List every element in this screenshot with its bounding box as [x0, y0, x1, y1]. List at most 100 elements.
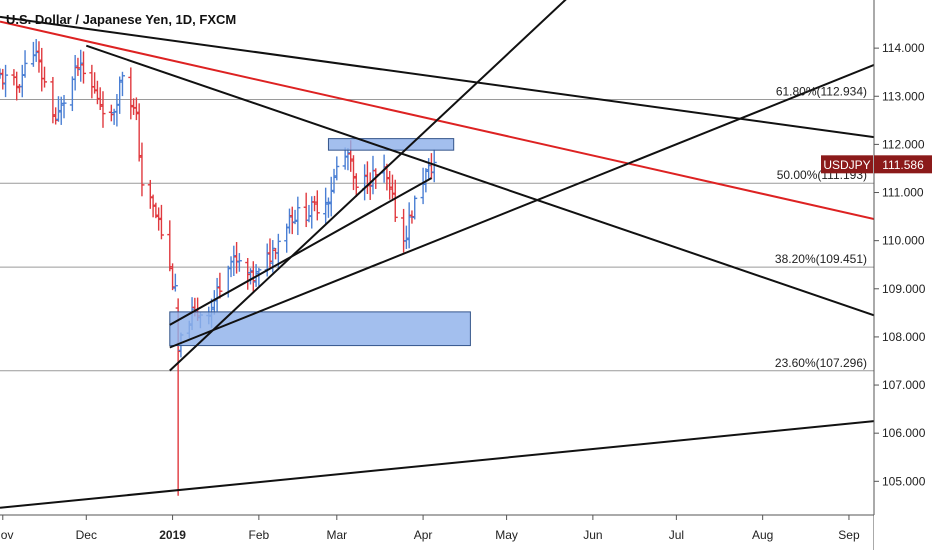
time-tick-label: Feb: [249, 528, 270, 542]
ohlc-bar: [267, 238, 273, 268]
zones: [169, 138, 471, 347]
ohlc-bar: [75, 57, 81, 76]
time-tick-label: Apr: [414, 528, 433, 542]
ohlc-bar: [364, 161, 370, 194]
ohlc-bar: [158, 204, 164, 240]
ohlc-bar: [295, 196, 301, 236]
trendline: [85, 44, 874, 317]
ohlc-bar: [133, 97, 139, 121]
ohlc-bar: [403, 225, 409, 249]
ohlc-bar: [114, 94, 120, 127]
ohlc-bar: [401, 208, 407, 253]
ohlc-bar: [42, 66, 48, 88]
time-tick-label: Jul: [669, 528, 684, 542]
last-price-label: 111.586: [882, 158, 924, 172]
ohlc-bar: [61, 95, 67, 119]
ohlc-bar: [256, 267, 262, 286]
chart-title: U.S. Dollar / Japanese Yen, 1D, FXCM: [6, 12, 236, 27]
ohlc-bar: [50, 76, 56, 124]
price-tick-label: 113.000: [882, 89, 925, 103]
ohlc-bar: [314, 190, 320, 221]
price-tick-label: 107.000: [882, 378, 926, 392]
ohlc-bar: [150, 194, 156, 218]
ohlc-bar: [323, 187, 329, 224]
ohlc-bar: [412, 195, 418, 220]
time-tick-label: Dec: [76, 528, 97, 542]
ohlc-bar: [100, 91, 106, 128]
fib-level-label: 38.20%(109.451): [775, 252, 867, 266]
ohlc-bar: [217, 272, 223, 299]
ohlc-bar: [392, 179, 398, 222]
price-tick-label: 114.000: [882, 41, 925, 55]
ohlc-bar: [81, 51, 87, 84]
ohlc-bar: [94, 80, 100, 105]
fib-level-label: 23.60%(107.296): [775, 356, 867, 370]
price-tick-label: 112.000: [882, 137, 925, 151]
ohlc-bar: [345, 148, 351, 171]
ohlc-bar: [89, 64, 95, 99]
ohlc-bar: [342, 147, 348, 170]
ohlc-bar: [211, 290, 217, 315]
fibonacci-labels: 61.80%(112.934)50.00%(111.193)38.20%(109…: [775, 84, 867, 369]
ohlc-bar: [53, 107, 59, 125]
price-tick-label: 105.000: [882, 474, 926, 488]
time-axis[interactable]: Nov Dec 2019 Feb Mar Apr May Jun Jul Aug Sep: [0, 515, 860, 542]
price-tick-label: 108.000: [882, 330, 926, 344]
ohlc-bar: [170, 263, 176, 291]
trendlines: [0, 0, 874, 509]
ohlc-bar: [289, 206, 295, 235]
time-tick-label: Mar: [326, 528, 347, 542]
ohlc-bar: [236, 253, 242, 272]
ohlc-bar: [108, 104, 114, 122]
ohlc-bar: [39, 47, 45, 92]
ohlc-bar: [362, 164, 368, 201]
zone-rect: [169, 311, 471, 347]
ohlc-bar: [334, 156, 340, 181]
ohlc-bar: [406, 202, 412, 249]
time-tick-label: Sep: [838, 528, 860, 542]
ohlc-bar: [97, 87, 103, 111]
ohlc-bar: [409, 210, 415, 224]
ohlc-bar: [370, 155, 376, 195]
price-tick-label: 111.000: [882, 186, 924, 200]
price-axis[interactable]: 105.000 106.000 107.000 108.000 109.000 110.0…: [874, 41, 926, 488]
ohlc-bar: [420, 167, 426, 205]
ohlc-bar: [19, 64, 25, 98]
ohlc-bar: [111, 108, 117, 125]
ohlc-bar: [78, 49, 84, 82]
time-tick-label: Jun: [583, 528, 602, 542]
ohlc-bar: [309, 196, 315, 229]
ohlc-bar: [0, 68, 3, 79]
trendline: [169, 64, 874, 349]
ohlc-bar: [136, 103, 142, 162]
price-tick-label: 109.000: [882, 282, 926, 296]
ohlc-bar: [172, 273, 178, 292]
time-tick-label: May: [495, 528, 518, 542]
ohlc-bar: [248, 268, 254, 285]
ohlc-bar: [147, 179, 153, 209]
axis-corner: [874, 515, 932, 550]
ohlc-bar: [167, 220, 173, 272]
ohlc-bar: [234, 242, 240, 274]
ohlc-bar: [387, 170, 393, 200]
ohlc-bar: [36, 41, 42, 73]
ohlc-bar: [0, 68, 6, 90]
ohlc-bar: [69, 76, 75, 112]
ohlc-bar: [128, 67, 134, 120]
ohlc-bar: [22, 50, 28, 78]
ohlc-bar: [156, 207, 162, 231]
time-tick-label: Aug: [752, 528, 773, 542]
ohlc-bar: [55, 96, 61, 122]
last-price-badge: 111.586: [874, 155, 932, 174]
trendline: [169, 177, 432, 326]
ohlc-bar: [72, 54, 78, 91]
ohlc-bar: [3, 64, 9, 98]
ohlc-bar: [14, 71, 20, 101]
trendline: [169, 0, 567, 372]
ohlc-bar: [250, 261, 256, 292]
ohlc-bar: [245, 258, 251, 290]
fibonacci-levels: [0, 98, 874, 372]
ohlc-bar: [139, 142, 145, 197]
